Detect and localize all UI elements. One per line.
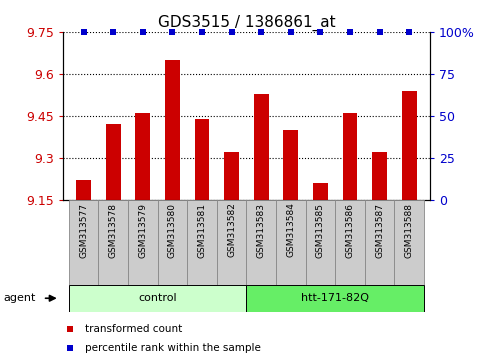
Bar (246, 200, 276, 285)
Text: agent: agent (3, 293, 36, 303)
Text: control: control (138, 293, 177, 303)
Text: GSM313584: GSM313584 (286, 202, 295, 257)
Bar (306, 200, 335, 285)
Bar (224, 152, 239, 200)
Bar (372, 152, 387, 200)
Bar (217, 200, 246, 285)
Text: GSM313586: GSM313586 (345, 202, 355, 258)
Text: GSM313582: GSM313582 (227, 202, 236, 257)
Text: percentile rank within the sample: percentile rank within the sample (85, 343, 261, 353)
Bar (402, 91, 416, 200)
Text: htt-171-82Q: htt-171-82Q (301, 293, 369, 303)
Bar (276, 200, 306, 285)
Text: GSM313585: GSM313585 (316, 202, 325, 258)
Text: GSM313580: GSM313580 (168, 202, 177, 258)
Bar (165, 60, 180, 200)
Bar (254, 93, 269, 200)
Bar (157, 200, 187, 285)
Bar (284, 130, 298, 200)
Title: GDS3515 / 1386861_at: GDS3515 / 1386861_at (157, 14, 335, 30)
Text: GSM313583: GSM313583 (256, 202, 266, 258)
Text: GSM313578: GSM313578 (109, 202, 118, 258)
Bar (365, 200, 394, 285)
Bar (99, 200, 128, 285)
Bar (195, 119, 209, 200)
Text: GSM313581: GSM313581 (198, 202, 206, 258)
Bar (187, 200, 217, 285)
Bar (128, 200, 157, 285)
Bar (135, 113, 150, 200)
Bar (342, 113, 357, 200)
Text: GSM313587: GSM313587 (375, 202, 384, 258)
Bar (394, 200, 424, 285)
Text: transformed count: transformed count (85, 324, 182, 334)
Bar (313, 183, 328, 200)
Bar (76, 181, 91, 200)
Bar (246, 285, 424, 312)
Bar (69, 200, 99, 285)
Text: GSM313579: GSM313579 (138, 202, 147, 258)
Bar (106, 124, 121, 200)
Bar (69, 285, 246, 312)
Text: GSM313588: GSM313588 (405, 202, 413, 258)
Bar (335, 200, 365, 285)
Text: GSM313577: GSM313577 (79, 202, 88, 258)
